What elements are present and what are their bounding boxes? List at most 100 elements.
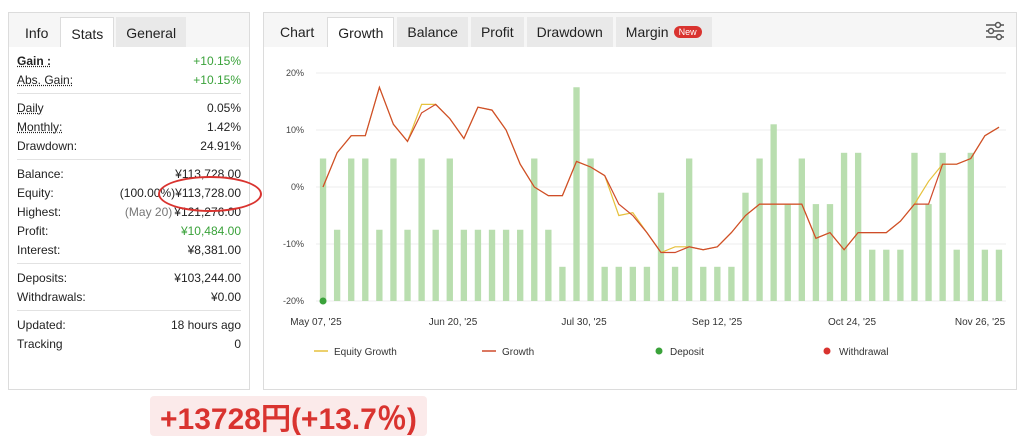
equity-label: Equity: (17, 185, 54, 200)
chart-bar (446, 158, 453, 301)
chart-bar (432, 229, 439, 301)
tab-general[interactable]: General (116, 17, 187, 47)
legend-label: Growth (502, 347, 534, 358)
chart-bars (319, 87, 1003, 301)
stat-gain: Gain : +10.15% (17, 51, 241, 70)
updated-value: 18 hours ago (170, 317, 241, 332)
profit-value: ¥10,484.00 (180, 223, 241, 238)
tracking-value: 0 (234, 336, 241, 351)
tab-margin-label: Margin (625, 24, 669, 40)
chart-bar (615, 266, 622, 301)
chart-bar (376, 229, 383, 301)
monthly-label[interactable]: Monthly: (17, 119, 63, 134)
new-badge: New (673, 26, 702, 38)
chart-bar (573, 87, 580, 301)
chart-bar (671, 266, 679, 301)
chart-bar (854, 152, 862, 301)
growth-chart: 20% 10% 0% -10% -20% May 07, '25 Jun 20, '25 J… (283, 68, 1006, 358)
stat-withdrawals: Withdrawals: ¥0.00 (17, 287, 241, 306)
x-tick-label: Jul 30, '25 (561, 317, 607, 328)
chart-bar (897, 249, 904, 301)
tab-chart[interactable]: Chart (270, 17, 325, 47)
divider (17, 93, 241, 94)
chart-lines (319, 85, 1000, 305)
abs-gain-value: +10.15% (193, 72, 241, 87)
tab-balance[interactable]: Balance (397, 17, 468, 47)
chart-bar (545, 229, 552, 301)
stat-tracking: Tracking 0 (17, 334, 241, 353)
legend-deposit-swatch (655, 347, 663, 355)
stat-monthly: Monthly: 1.42% (17, 117, 241, 136)
chart-bar (981, 249, 989, 301)
chart-bar (700, 266, 707, 301)
balance-highlight-circle (158, 176, 262, 212)
gain-label[interactable]: Gain : (17, 53, 52, 68)
chart-bar (714, 266, 721, 301)
chart-bar (911, 152, 918, 301)
chart-bar (742, 192, 749, 301)
chart-bar (348, 158, 355, 301)
chart-bar (418, 158, 425, 301)
tab-info[interactable]: Info (15, 17, 59, 47)
chart-bar (953, 249, 960, 301)
x-tick-label: Sep 12, '25 (692, 317, 743, 328)
growth-line (322, 85, 1000, 254)
stat-drawdown: Drawdown: 24.91% (17, 136, 241, 155)
chart-bar (995, 249, 1003, 301)
daily-label[interactable]: Daily (17, 100, 44, 115)
chart-bar (967, 152, 974, 301)
chart-bar (685, 158, 693, 301)
chart-bar (601, 266, 608, 301)
deposits-label: Deposits: (17, 270, 68, 285)
filter-settings-icon[interactable] (984, 21, 1006, 41)
chart-bar (784, 204, 791, 301)
chart-bar (798, 158, 805, 301)
chart-bar (474, 229, 482, 301)
chart-bar (756, 158, 763, 301)
tab-growth[interactable]: Growth (327, 17, 395, 47)
y-tick-label: -10% (283, 239, 304, 249)
stat-deposits: Deposits: ¥103,244.00 (17, 268, 241, 287)
chart-bar (404, 229, 411, 301)
tab-drawdown[interactable]: Drawdown (526, 17, 613, 47)
y-tick-label: 10% (286, 125, 304, 135)
chart-bar (460, 229, 468, 301)
chart-bar (883, 249, 890, 301)
daily-value: 0.05% (206, 100, 241, 115)
chart-panel: Chart Growth Balance Profit Drawdown Mar… (263, 12, 1017, 390)
stat-updated: Updated: 18 hours ago (17, 315, 241, 334)
chart-bar (657, 192, 665, 301)
chart-legend: Equity Growth Growth Deposit Withdrawal (314, 347, 888, 358)
abs-gain-label[interactable]: Abs. Gain: (17, 72, 74, 87)
legend-label: Withdrawal (839, 347, 888, 358)
stat-profit: Profit: ¥10,484.00 (17, 221, 241, 240)
chart-tabs: Chart Growth Balance Profit Drawdown Mar… (264, 13, 1016, 47)
x-tick-label: Oct 24, '25 (828, 317, 876, 328)
tab-stats[interactable]: Stats (60, 17, 115, 47)
chart-bar (390, 158, 397, 301)
profit-label: Profit: (17, 223, 49, 238)
left-tabs: Info Stats General (9, 13, 249, 47)
chart-bar (333, 229, 341, 301)
divider (17, 263, 241, 264)
stat-daily: Daily 0.05% (17, 98, 241, 117)
x-tick-label: Nov 26, '25 (955, 317, 1006, 328)
drawdown-label: Drawdown: (17, 138, 78, 153)
gain-value: +10.15% (193, 53, 241, 68)
tab-margin[interactable]: Margin New (615, 17, 712, 47)
chart-bar (939, 152, 946, 301)
tab-profit[interactable]: Profit (470, 17, 524, 47)
chart-bar (826, 204, 834, 301)
y-tick-label: 0% (291, 182, 304, 192)
chart-bar (531, 158, 538, 301)
withdrawals-value: ¥0.00 (210, 289, 241, 304)
chart-bar (925, 204, 932, 301)
legend-withdrawal-swatch (823, 347, 831, 355)
interest-value: ¥8,381.00 (187, 242, 241, 257)
chart-bar (643, 266, 651, 301)
legend-label: Deposit (670, 347, 704, 358)
chart-bar (840, 152, 848, 301)
chart-bar (517, 229, 524, 301)
interest-label: Interest: (17, 242, 61, 257)
balance-label: Balance: (17, 166, 64, 181)
